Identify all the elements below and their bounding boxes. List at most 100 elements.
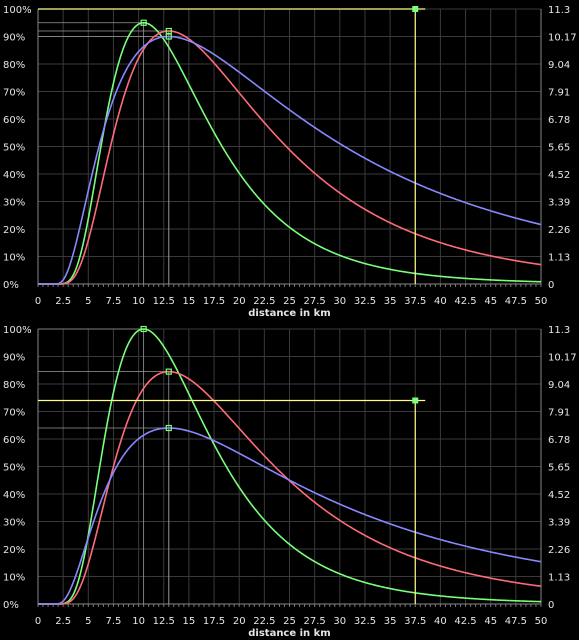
cursor-handle[interactable] [412,6,419,12]
y-right-tick-label: 5.65 [548,143,570,154]
x-axis-label: distance in km [248,628,330,639]
x-tick-label: 42.5 [454,296,476,307]
y-right-tick-label: 1.13 [548,573,570,584]
series-line-1 [38,30,542,285]
y-left-tick-label: 100% [3,5,32,16]
x-tick-label: 25 [283,296,296,307]
x-tick-label: 30 [333,296,346,307]
x-tick-label: 50 [535,296,548,307]
x-tick-label: 45 [484,616,497,627]
y-right-tick-label: 11.3 [548,5,570,16]
x-tick-label: 0 [35,296,41,307]
series-line-2 [38,35,542,285]
x-tick-label: 40 [434,296,447,307]
y-left-tick-label: 90% [3,353,25,364]
y-right-tick-label: 1.13 [548,253,570,264]
x-tick-label: 2.5 [55,616,71,627]
y-right-tick-label: 10.17 [548,33,577,44]
y-left-tick-label: 80% [3,380,25,391]
x-tick-label: 45 [484,296,497,307]
y-right-tick-label: 9.04 [548,60,570,71]
y-left-tick-label: 80% [3,60,25,71]
y-left-tick-label: 10% [3,253,25,264]
x-tick-label: 47.5 [505,616,527,627]
y-right-tick-label: 4.52 [548,490,570,501]
y-left-tick-label: 0% [3,600,19,611]
y-left-tick-label: 50% [3,143,25,154]
peak-marker-0[interactable] [140,19,147,26]
y-left-tick-label: 60% [3,115,25,126]
x-tick-label: 0 [35,616,41,627]
y-right-tick-label: 0 [548,280,554,291]
x-tick-label: 27.5 [304,616,326,627]
peak-marker-2[interactable] [165,33,172,40]
x-tick-label: 2.5 [55,296,71,307]
x-tick-label: 32.5 [354,296,376,307]
y-right-tick-label: 9.04 [548,380,570,391]
x-tick-label: 5 [85,616,91,627]
x-tick-label: 7.5 [105,296,121,307]
x-tick-label: 35 [384,616,397,627]
x-tick-label: 50 [535,616,548,627]
x-tick-label: 20 [233,616,246,627]
x-tick-label: 25 [283,616,296,627]
y-left-tick-label: 100% [3,325,32,336]
y-right-tick-label: 2.26 [548,545,570,556]
y-right-tick-label: 11.3 [548,325,570,336]
y-right-tick-label: 3.39 [548,198,570,209]
y-left-tick-label: 30% [3,198,25,209]
x-tick-label: 17.5 [203,616,225,627]
y-left-tick-label: 20% [3,545,25,556]
x-tick-label: 47.5 [505,296,527,307]
x-tick-label: 20 [233,296,246,307]
x-tick-label: 32.5 [354,616,376,627]
bottom-chart: 0 2.5 5 7.5 10 12.5 15 17.5 20 22.5 25 27.5 30 32.5 35… [3,325,577,639]
x-tick-label: 40 [434,616,447,627]
y-right-tick-label: 6.78 [548,115,570,126]
x-tick-label: 15 [183,296,196,307]
top-chart: 0 2.5 5 7.5 10 12.5 15 17.5 20 22.5 25 27.5 30 32.5 35… [3,5,577,319]
y-left-tick-label: 60% [3,435,25,446]
series-line-0 [38,21,542,285]
series-line-2 [38,427,542,605]
peak-marker-2[interactable] [165,424,172,432]
peak-marker-1[interactable] [165,368,172,375]
x-tick-label: 7.5 [105,616,121,627]
y-left-tick-label: 20% [3,225,25,236]
y-right-tick-label: 0 [548,600,554,611]
grid [37,8,542,287]
x-tick-label: 22.5 [253,296,275,307]
x-tick-label: 5 [85,296,91,307]
y-left-tick-label: 30% [3,518,25,529]
y-right-tick-label: 3.39 [548,518,570,529]
series-line-0 [38,328,542,605]
x-tick-label: 27.5 [304,296,326,307]
x-axis-label: distance in km [248,308,330,319]
y-right-tick-label: 5.65 [548,463,570,474]
y-right-tick-label: 2.26 [548,225,570,236]
x-tick-label: 35 [384,296,397,307]
x-tick-label: 10 [132,616,145,627]
y-left-tick-label: 70% [3,88,25,99]
y-left-tick-label: 50% [3,463,25,474]
peak-marker-0[interactable] [140,325,147,333]
x-tick-label: 15 [183,616,196,627]
x-tick-label: 12.5 [153,296,175,307]
y-right-tick-label: 10.17 [548,353,577,364]
y-right-tick-label: 7.91 [548,408,570,419]
y-right-tick-label: 7.91 [548,88,570,99]
y-right-tick-label: 6.78 [548,435,570,446]
cursor-handle[interactable] [412,397,419,404]
y-left-tick-label: 40% [3,170,25,181]
y-left-tick-label: 90% [3,33,25,44]
x-tick-label: 22.5 [253,616,275,627]
x-tick-label: 37.5 [404,296,426,307]
y-left-tick-label: 10% [3,573,25,584]
y-left-tick-label: 0% [3,280,19,291]
x-tick-label: 30 [333,616,346,627]
x-tick-label: 42.5 [454,616,476,627]
x-tick-label: 37.5 [404,616,426,627]
x-tick-label: 10 [132,296,145,307]
x-tick-label: 12.5 [153,616,175,627]
